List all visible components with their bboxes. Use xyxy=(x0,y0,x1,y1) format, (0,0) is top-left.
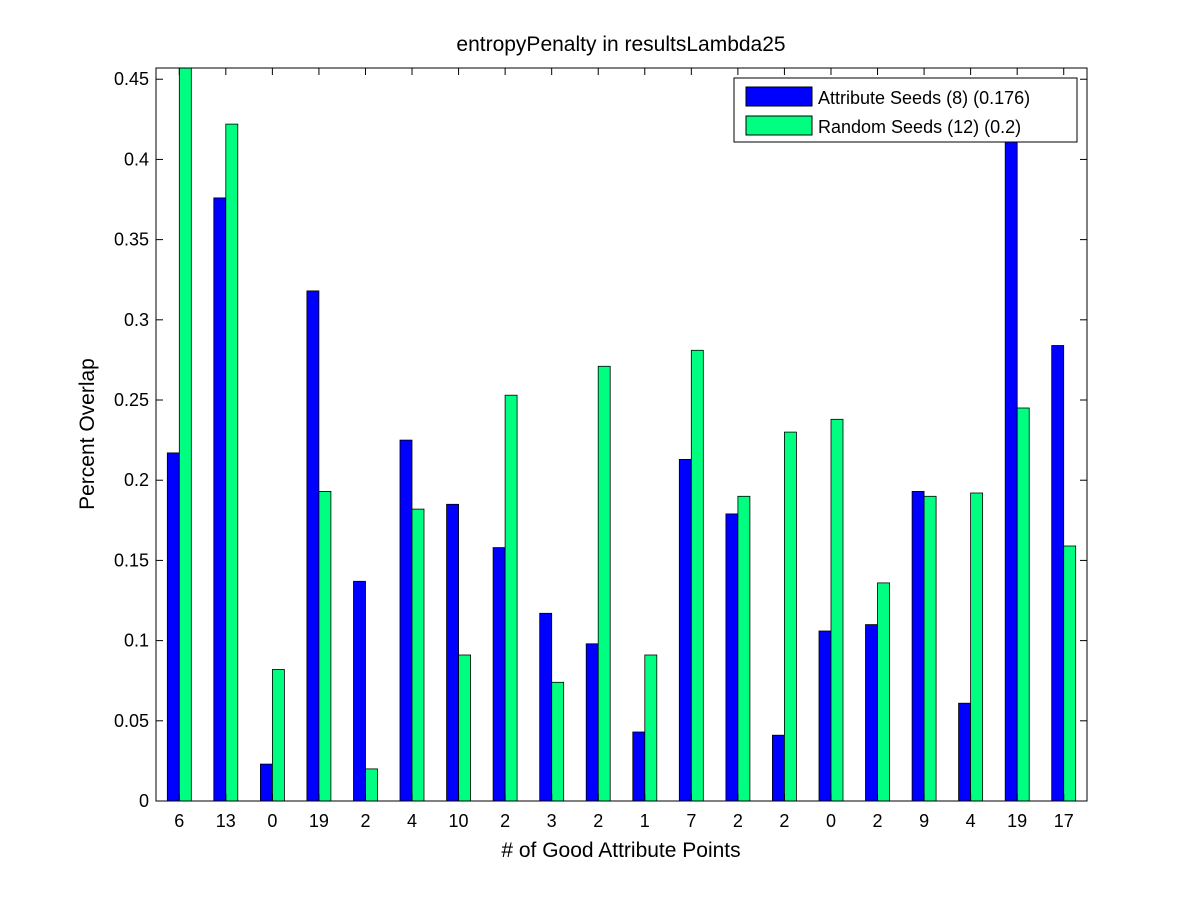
bar-attribute-seeds-3 xyxy=(306,290,320,802)
bar-attribute-seeds-0 xyxy=(166,452,180,802)
x-tick-label-12: 2 xyxy=(733,811,743,831)
x-tick-label-17: 4 xyxy=(966,811,976,831)
x-tick-label-14: 0 xyxy=(826,811,836,831)
x-tick-label-10: 1 xyxy=(640,811,650,831)
bar-random-seeds-12 xyxy=(737,495,751,802)
x-tick-label-16: 9 xyxy=(919,811,929,831)
x-tick-label-6: 10 xyxy=(449,811,469,831)
bar-random-seeds-14 xyxy=(830,418,844,802)
y-axis-label: Percent Overlap xyxy=(76,358,99,510)
x-tick-label-13: 2 xyxy=(779,811,789,831)
bars-layer xyxy=(166,67,1077,802)
bar-attribute-seeds-4 xyxy=(353,580,366,802)
bar-random-seeds-10 xyxy=(644,654,658,802)
y-tick-label-1: 0.05 xyxy=(114,711,149,731)
y-tick-label-5: 0.25 xyxy=(114,390,149,410)
bar-attribute-seeds-9 xyxy=(585,643,599,802)
x-tick-label-9: 2 xyxy=(593,811,603,831)
bar-random-seeds-17 xyxy=(970,492,983,802)
bar-attribute-seeds-8 xyxy=(539,612,553,802)
chart-title: entropyPenalty in resultsLambda25 xyxy=(456,33,785,56)
legend: Attribute Seeds (8) (0.176) Random Seeds… xyxy=(733,77,1078,143)
bar-random-seeds-11 xyxy=(690,349,704,802)
x-tick-label-7: 2 xyxy=(500,811,510,831)
bar-random-seeds-18 xyxy=(1016,407,1030,802)
bar-random-seeds-5 xyxy=(411,508,425,802)
x-tick-label-4: 2 xyxy=(360,811,370,831)
bar-attribute-seeds-5 xyxy=(399,439,413,802)
bar-attribute-seeds-18 xyxy=(1004,130,1018,802)
bar-random-seeds-9 xyxy=(597,365,611,802)
x-axis-label: # of Good Attribute Points xyxy=(501,839,740,862)
legend-swatch-random-seeds xyxy=(745,115,813,136)
y-tick-label-7: 0.35 xyxy=(114,230,149,250)
y-tick-label-9: 0.45 xyxy=(114,69,149,89)
bar-random-seeds-0 xyxy=(178,67,192,802)
bar-random-seeds-19 xyxy=(1063,545,1077,802)
legend-swatch-attribute-seeds xyxy=(745,86,813,107)
plot-area xyxy=(155,67,1088,802)
x-tick-label-11: 7 xyxy=(686,811,696,831)
bar-random-seeds-7 xyxy=(504,394,518,802)
bar-attribute-seeds-10 xyxy=(632,731,646,802)
y-tick-label-8: 0.4 xyxy=(124,149,149,169)
x-tick-label-1: 13 xyxy=(216,811,236,831)
y-tick-label-4: 0.2 xyxy=(124,470,149,490)
x-tick-label-5: 4 xyxy=(407,811,417,831)
bar-random-seeds-16 xyxy=(923,495,937,802)
bar-attribute-seeds-19 xyxy=(1051,345,1065,802)
legend-label-random-seeds: Random Seeds (12) (0.2) xyxy=(818,117,1021,137)
x-tick-label-18: 19 xyxy=(1007,811,1027,831)
x-axis: 6 13 0 19 2 4 10 2 3 2 1 7 2 2 0 2 9 4 19 17 xyxy=(174,68,1074,831)
x-tick-label-15: 2 xyxy=(873,811,883,831)
bar-random-seeds-6 xyxy=(458,654,472,802)
x-tick-label-2: 0 xyxy=(267,811,277,831)
x-tick-label-0: 6 xyxy=(174,811,184,831)
bar-attribute-seeds-7 xyxy=(492,547,506,802)
bar-random-seeds-3 xyxy=(318,490,332,802)
bar-random-seeds-4 xyxy=(365,768,378,802)
bar-random-seeds-2 xyxy=(271,669,285,802)
bar-attribute-seeds-6 xyxy=(446,503,460,802)
y-tick-label-6: 0.3 xyxy=(124,310,149,330)
bar-attribute-seeds-12 xyxy=(725,513,739,802)
bar-attribute-seeds-16 xyxy=(911,490,925,802)
bar-attribute-seeds-11 xyxy=(678,458,692,802)
y-tick-label-3: 0.15 xyxy=(114,550,149,570)
y-axis: 0 0.05 0.1 0.15 0.2 0.25 0.3 0.35 0.4 0.45 xyxy=(114,69,1087,811)
x-tick-label-8: 3 xyxy=(547,811,557,831)
bar-attribute-seeds-15 xyxy=(865,624,878,802)
bar-random-seeds-1 xyxy=(225,123,239,802)
bar-attribute-seeds-2 xyxy=(259,763,273,802)
bar-random-seeds-8 xyxy=(551,681,565,802)
bar-random-seeds-13 xyxy=(784,431,797,802)
bar-attribute-seeds-14 xyxy=(818,630,832,802)
y-tick-label-2: 0.1 xyxy=(124,631,149,651)
x-tick-label-19: 17 xyxy=(1054,811,1074,831)
bar-attribute-seeds-1 xyxy=(213,197,227,802)
legend-label-attribute-seeds: Attribute Seeds (8) (0.176) xyxy=(818,88,1030,108)
bar-random-seeds-15 xyxy=(877,582,890,802)
bar-attribute-seeds-13 xyxy=(772,734,785,802)
y-tick-label-0: 0 xyxy=(139,791,149,811)
x-tick-label-3: 19 xyxy=(309,811,329,831)
bar-attribute-seeds-17 xyxy=(958,702,971,802)
